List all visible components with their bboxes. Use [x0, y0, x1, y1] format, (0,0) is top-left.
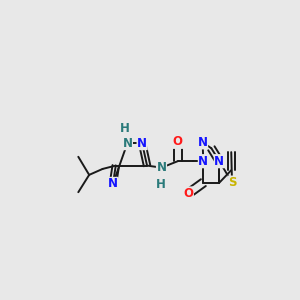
Text: O: O — [183, 187, 194, 200]
Text: S: S — [228, 176, 236, 189]
Text: N: N — [157, 161, 166, 174]
Text: H: H — [120, 122, 130, 135]
Text: N: N — [198, 155, 208, 168]
Text: N: N — [214, 155, 224, 168]
Text: N: N — [198, 136, 208, 149]
Text: N: N — [122, 136, 132, 150]
Text: O: O — [173, 135, 183, 148]
Text: N: N — [108, 177, 118, 190]
Text: N: N — [137, 136, 147, 150]
Text: H: H — [156, 178, 166, 191]
